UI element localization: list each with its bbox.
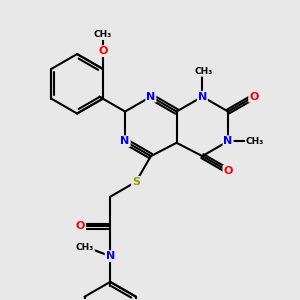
Text: O: O (76, 221, 85, 231)
Text: CH₃: CH₃ (76, 243, 94, 252)
Text: S: S (132, 177, 140, 187)
Text: N: N (198, 92, 207, 102)
Text: N: N (146, 92, 155, 102)
Text: N: N (106, 251, 115, 261)
Text: CH₃: CH₃ (195, 67, 213, 76)
Text: O: O (249, 92, 259, 102)
Text: CH₃: CH₃ (246, 137, 264, 146)
Text: N: N (121, 136, 130, 146)
Text: O: O (98, 46, 107, 56)
Text: O: O (224, 166, 233, 176)
Text: N: N (224, 136, 233, 146)
Text: CH₃: CH₃ (94, 30, 112, 39)
